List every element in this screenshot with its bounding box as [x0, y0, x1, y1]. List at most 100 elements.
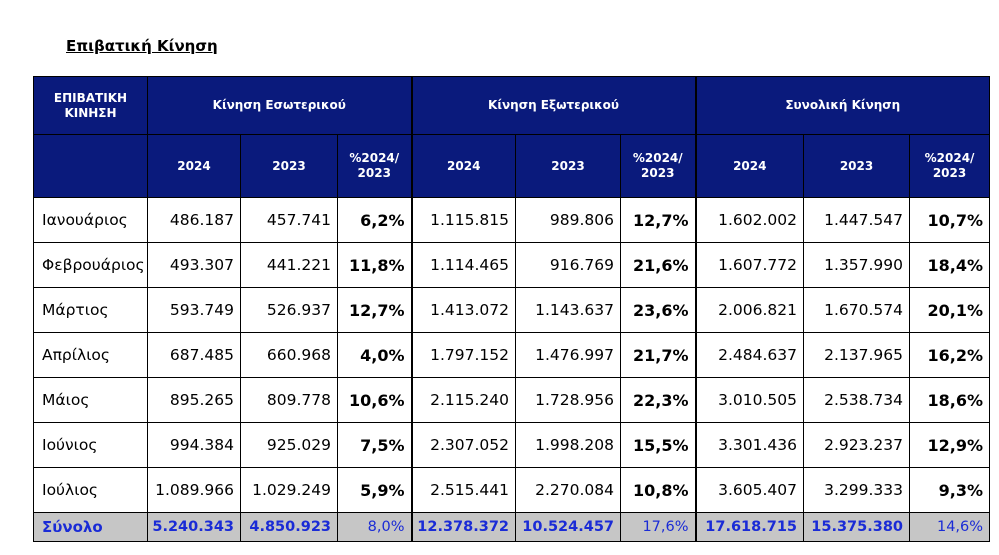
percent-change-cell: 15,5%	[619, 422, 697, 468]
month-label: Απρίλιος	[33, 332, 148, 378]
total-label: Σύνολο	[33, 512, 148, 542]
value-cell: 457.741	[240, 197, 338, 243]
value-cell: 809.778	[240, 377, 338, 423]
value-cell: 2.484.637	[694, 332, 805, 378]
value-cell: 916.769	[515, 242, 621, 288]
subheader-cell: 2023	[240, 134, 338, 198]
percent-change-cell: 5,9%	[337, 467, 412, 513]
value-cell: 895.265	[147, 377, 241, 423]
subheader-cell: %2024/ 2023	[619, 134, 697, 198]
percent-change-cell: 12,9%	[909, 422, 991, 468]
value-cell: 1.797.152	[410, 332, 516, 378]
percent-change-cell: 9,3%	[909, 467, 991, 513]
value-cell: 1.998.208	[515, 422, 621, 468]
percent-change-cell: 8,0%	[337, 512, 412, 542]
subheader-cell: 2024	[694, 134, 805, 198]
value-cell: 1.143.637	[515, 287, 621, 333]
value-cell: 3.299.333	[803, 467, 911, 513]
month-label: Ιούλιος	[33, 467, 148, 513]
month-label: Ιανουάριος	[33, 197, 148, 243]
subheader-cell: %2024/ 2023	[337, 134, 412, 198]
value-cell: 3.301.436	[694, 422, 805, 468]
value-cell: 2.923.237	[803, 422, 911, 468]
value-cell: 486.187	[147, 197, 241, 243]
percent-change-cell: 10,7%	[909, 197, 991, 243]
percent-change-cell: 16,2%	[909, 332, 991, 378]
value-cell: 1.476.997	[515, 332, 621, 378]
value-cell: 17.618.715	[694, 512, 805, 542]
group-header-international: Κίνηση Εξωτερικού	[410, 76, 697, 135]
subheader-cell: 2024	[410, 134, 516, 198]
percent-change-cell: 4,0%	[337, 332, 412, 378]
value-cell: 1.029.249	[240, 467, 338, 513]
percent-change-cell: 17,6%	[619, 512, 697, 542]
percent-change-cell: 11,8%	[337, 242, 412, 288]
percent-change-cell: 10,8%	[619, 467, 697, 513]
value-cell: 15.375.380	[803, 512, 911, 542]
percent-change-cell: 20,1%	[909, 287, 991, 333]
percent-change-cell: 7,5%	[337, 422, 412, 468]
value-cell: 1.728.956	[515, 377, 621, 423]
table-row: Ιούνιος 994.384 925.029 7,5% 2.307.052 1.998.…	[33, 422, 991, 468]
value-cell: 2.137.965	[803, 332, 911, 378]
value-cell: 1.447.547	[803, 197, 911, 243]
percent-change-cell: 21,6%	[619, 242, 697, 288]
percent-change-cell: 6,2%	[337, 197, 412, 243]
corner-header: ΕΠΙΒΑΤΙΚΗ ΚΙΝΗΣΗ	[33, 76, 148, 135]
page-title: Επιβατική Κίνηση	[66, 37, 218, 55]
month-label: Μάιος	[33, 377, 148, 423]
month-label: Φεβρουάριος	[33, 242, 148, 288]
value-cell: 593.749	[147, 287, 241, 333]
value-cell: 687.485	[147, 332, 241, 378]
value-cell: 2.270.084	[515, 467, 621, 513]
value-cell: 493.307	[147, 242, 241, 288]
subheader-cell: %2024/ 2023	[909, 134, 991, 198]
subheader-cell: 2024	[147, 134, 241, 198]
percent-change-cell: 22,3%	[619, 377, 697, 423]
percent-change-cell: 18,6%	[909, 377, 991, 423]
value-cell: 660.968	[240, 332, 338, 378]
value-cell: 4.850.923	[240, 512, 338, 542]
percent-change-cell: 12,7%	[337, 287, 412, 333]
corner-header-blank	[33, 134, 148, 198]
value-cell: 989.806	[515, 197, 621, 243]
table-row: Ιανουάριος 486.187 457.741 6,2% 1.115.815 989…	[33, 197, 991, 243]
value-cell: 1.602.002	[694, 197, 805, 243]
value-cell: 2.115.240	[410, 377, 516, 423]
value-cell: 3.010.505	[694, 377, 805, 423]
value-cell: 1.607.772	[694, 242, 805, 288]
percent-change-cell: 12,7%	[619, 197, 697, 243]
subheader-cell: 2023	[515, 134, 621, 198]
month-label: Ιούνιος	[33, 422, 148, 468]
value-cell: 2.515.441	[410, 467, 516, 513]
percent-change-cell: 21,7%	[619, 332, 697, 378]
value-cell: 1.357.990	[803, 242, 911, 288]
passenger-traffic-table: ΕΠΙΒΑΤΙΚΗ ΚΙΝΗΣΗ Κίνηση Εσωτερικού Κίνησ…	[33, 76, 991, 542]
value-cell: 2.006.821	[694, 287, 805, 333]
group-header-total: Συνολική Κίνηση	[694, 76, 991, 135]
value-cell: 925.029	[240, 422, 338, 468]
percent-change-cell: 10,6%	[337, 377, 412, 423]
month-label: Μάρτιος	[33, 287, 148, 333]
value-cell: 10.524.457	[515, 512, 621, 542]
percent-change-cell: 14,6%	[909, 512, 991, 542]
table-row: Μάρτιος 593.749 526.937 12,7% 1.413.072 1.143…	[33, 287, 991, 333]
value-cell: 1.114.465	[410, 242, 516, 288]
table-row: Ιούλιος 1.089.966 1.029.249 5,9% 2.515.441 2.…	[33, 467, 991, 513]
percent-change-cell: 18,4%	[909, 242, 991, 288]
value-cell: 1.413.072	[410, 287, 516, 333]
value-cell: 2.538.734	[803, 377, 911, 423]
value-cell: 1.089.966	[147, 467, 241, 513]
value-cell: 12.378.372	[410, 512, 516, 542]
value-cell: 3.605.407	[694, 467, 805, 513]
percent-change-cell: 23,6%	[619, 287, 697, 333]
table-row: Απρίλιος 687.485 660.968 4,0% 1.797.152 1.476…	[33, 332, 991, 378]
value-cell: 441.221	[240, 242, 338, 288]
value-cell: 1.115.815	[410, 197, 516, 243]
value-cell: 526.937	[240, 287, 338, 333]
value-cell: 994.384	[147, 422, 241, 468]
value-cell: 2.307.052	[410, 422, 516, 468]
table-row: Μάιος 895.265 809.778 10,6% 2.115.240 1.728.9…	[33, 377, 991, 423]
table-row: Φεβρουάριος 493.307 441.221 11,8% 1.114.465 9…	[33, 242, 991, 288]
table-total-row: Σύνολο 5.240.343 4.850.923 8,0% 12.378.372 10…	[33, 512, 991, 542]
